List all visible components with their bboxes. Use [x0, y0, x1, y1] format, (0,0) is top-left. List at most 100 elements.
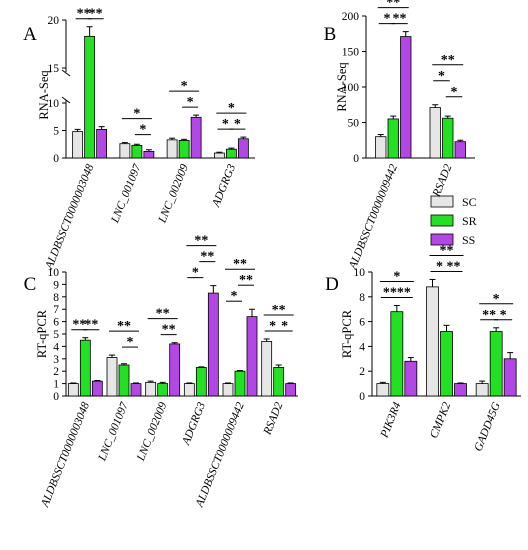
significance-label: **: [272, 303, 286, 318]
bar-SS: [96, 128, 108, 159]
bar-SC: [72, 131, 84, 159]
bar-SC: [166, 139, 178, 159]
bar-SR: [489, 331, 503, 397]
bar-SR: [84, 35, 96, 159]
bar-SR: [195, 367, 207, 397]
category-label: CMPK2: [428, 400, 453, 440]
significance-label: *: [281, 319, 288, 334]
y-tick-label: 10: [354, 267, 366, 279]
bar-SS: [454, 141, 466, 159]
bar-SR: [273, 367, 285, 397]
bar-SR: [157, 383, 169, 397]
y-tick-label: 2: [359, 366, 365, 378]
legend-label-SS: SS: [462, 233, 475, 247]
significance-label: *: [384, 12, 391, 27]
y-tick-label: 0: [53, 391, 59, 403]
bar-SC: [426, 286, 439, 397]
bar-SR: [440, 331, 453, 397]
category-label: RSAD2: [261, 400, 285, 437]
bar-SR: [390, 311, 404, 397]
bar-SC: [475, 383, 489, 397]
y-tick-label: 10: [48, 98, 60, 110]
y-tick-label: 0: [359, 391, 365, 403]
bar-SR: [234, 370, 246, 397]
category-label: LNC_002009: [156, 162, 191, 225]
y-tick-label: 5: [53, 126, 59, 138]
significance-label: *: [438, 69, 445, 84]
category-label: LNC_002009: [135, 400, 170, 463]
significance-label: **: [77, 7, 91, 22]
y-tick-label: 8: [359, 292, 365, 304]
bar-SC: [429, 107, 441, 159]
legend-swatch-SR: [430, 214, 454, 227]
bar-SC: [261, 341, 273, 397]
legend-label-SC: SC: [462, 195, 477, 209]
significance-label: *: [436, 259, 443, 274]
bar-SR: [225, 148, 237, 159]
y-tick-label: 200: [342, 11, 360, 23]
y-tick-label: 6: [359, 317, 365, 329]
significance-label: **: [386, 0, 400, 11]
bar-SS: [91, 380, 103, 397]
category-label: ALDBSSCT0000009442: [347, 162, 400, 271]
y-axis-label: RT-qPCR: [35, 309, 49, 358]
bar-SS: [143, 150, 155, 159]
bar-SC: [213, 152, 225, 159]
y-tick-label: 100: [342, 82, 360, 94]
y-tick-label: 150: [342, 47, 360, 59]
category-label: RSAD2: [430, 162, 454, 199]
panel-label: B: [324, 24, 337, 45]
significance-label: **: [72, 318, 86, 333]
y-tick-label: 7: [53, 304, 59, 316]
bar-SC: [119, 143, 131, 159]
significance-label: *: [222, 117, 229, 132]
category-label: ADGRG3: [210, 162, 238, 209]
panel-label: D: [325, 274, 339, 295]
significance-label: **: [162, 323, 176, 338]
category-label: ALDBSSCT0000003048: [43, 162, 96, 271]
bar-SC: [106, 357, 118, 397]
bar-SS: [237, 138, 249, 159]
y-tick-label: 3: [53, 354, 59, 366]
y-tick-label: 10: [48, 267, 60, 279]
bar-SS: [404, 360, 418, 397]
significance-label: **: [156, 307, 170, 322]
significance-label: *: [187, 95, 194, 110]
significance-label: **: [441, 53, 455, 68]
bar-SR: [79, 339, 91, 397]
significance-label: *: [269, 319, 276, 334]
significance-label: **: [440, 243, 454, 258]
y-tick-label: 15: [48, 63, 60, 75]
category-label: ALDBSSCT0000003048: [39, 400, 92, 509]
bar-SS: [246, 316, 258, 397]
significance-label: *: [234, 117, 241, 132]
significance-label: *: [139, 123, 146, 138]
bar-SC: [183, 383, 195, 397]
y-axis-label: RT-qPCR: [340, 309, 354, 358]
category-label: GADD45G: [472, 400, 503, 453]
y-tick-label: 5: [53, 329, 59, 341]
significance-label: **: [233, 257, 247, 272]
significance-label: **: [89, 7, 103, 22]
significance-label: **: [393, 12, 407, 27]
bar-SS: [454, 383, 467, 397]
bar-SR: [178, 139, 190, 159]
bar-SS: [285, 383, 297, 397]
panel-B: B RNA-Seq 0 50 100 150 200 ALDBSSCT0000009442 RS…: [324, 0, 475, 272]
y-axis-label: RNA-Seq: [37, 70, 51, 120]
significance-label: **: [447, 259, 461, 274]
significance-label: *: [451, 85, 458, 100]
y-tick-label: 6: [53, 317, 59, 329]
significance-label: **: [200, 250, 214, 265]
y-tick-label: 0: [353, 153, 359, 165]
significance-label: *: [127, 335, 134, 350]
y-axis-label: RNA-Seq: [335, 62, 349, 112]
y-tick-label: 20: [48, 15, 60, 27]
panel-label: C: [24, 274, 37, 295]
legend-swatch-SS: [430, 233, 454, 246]
bar-SC: [145, 381, 157, 397]
category-label: PIK3R4: [378, 400, 403, 440]
